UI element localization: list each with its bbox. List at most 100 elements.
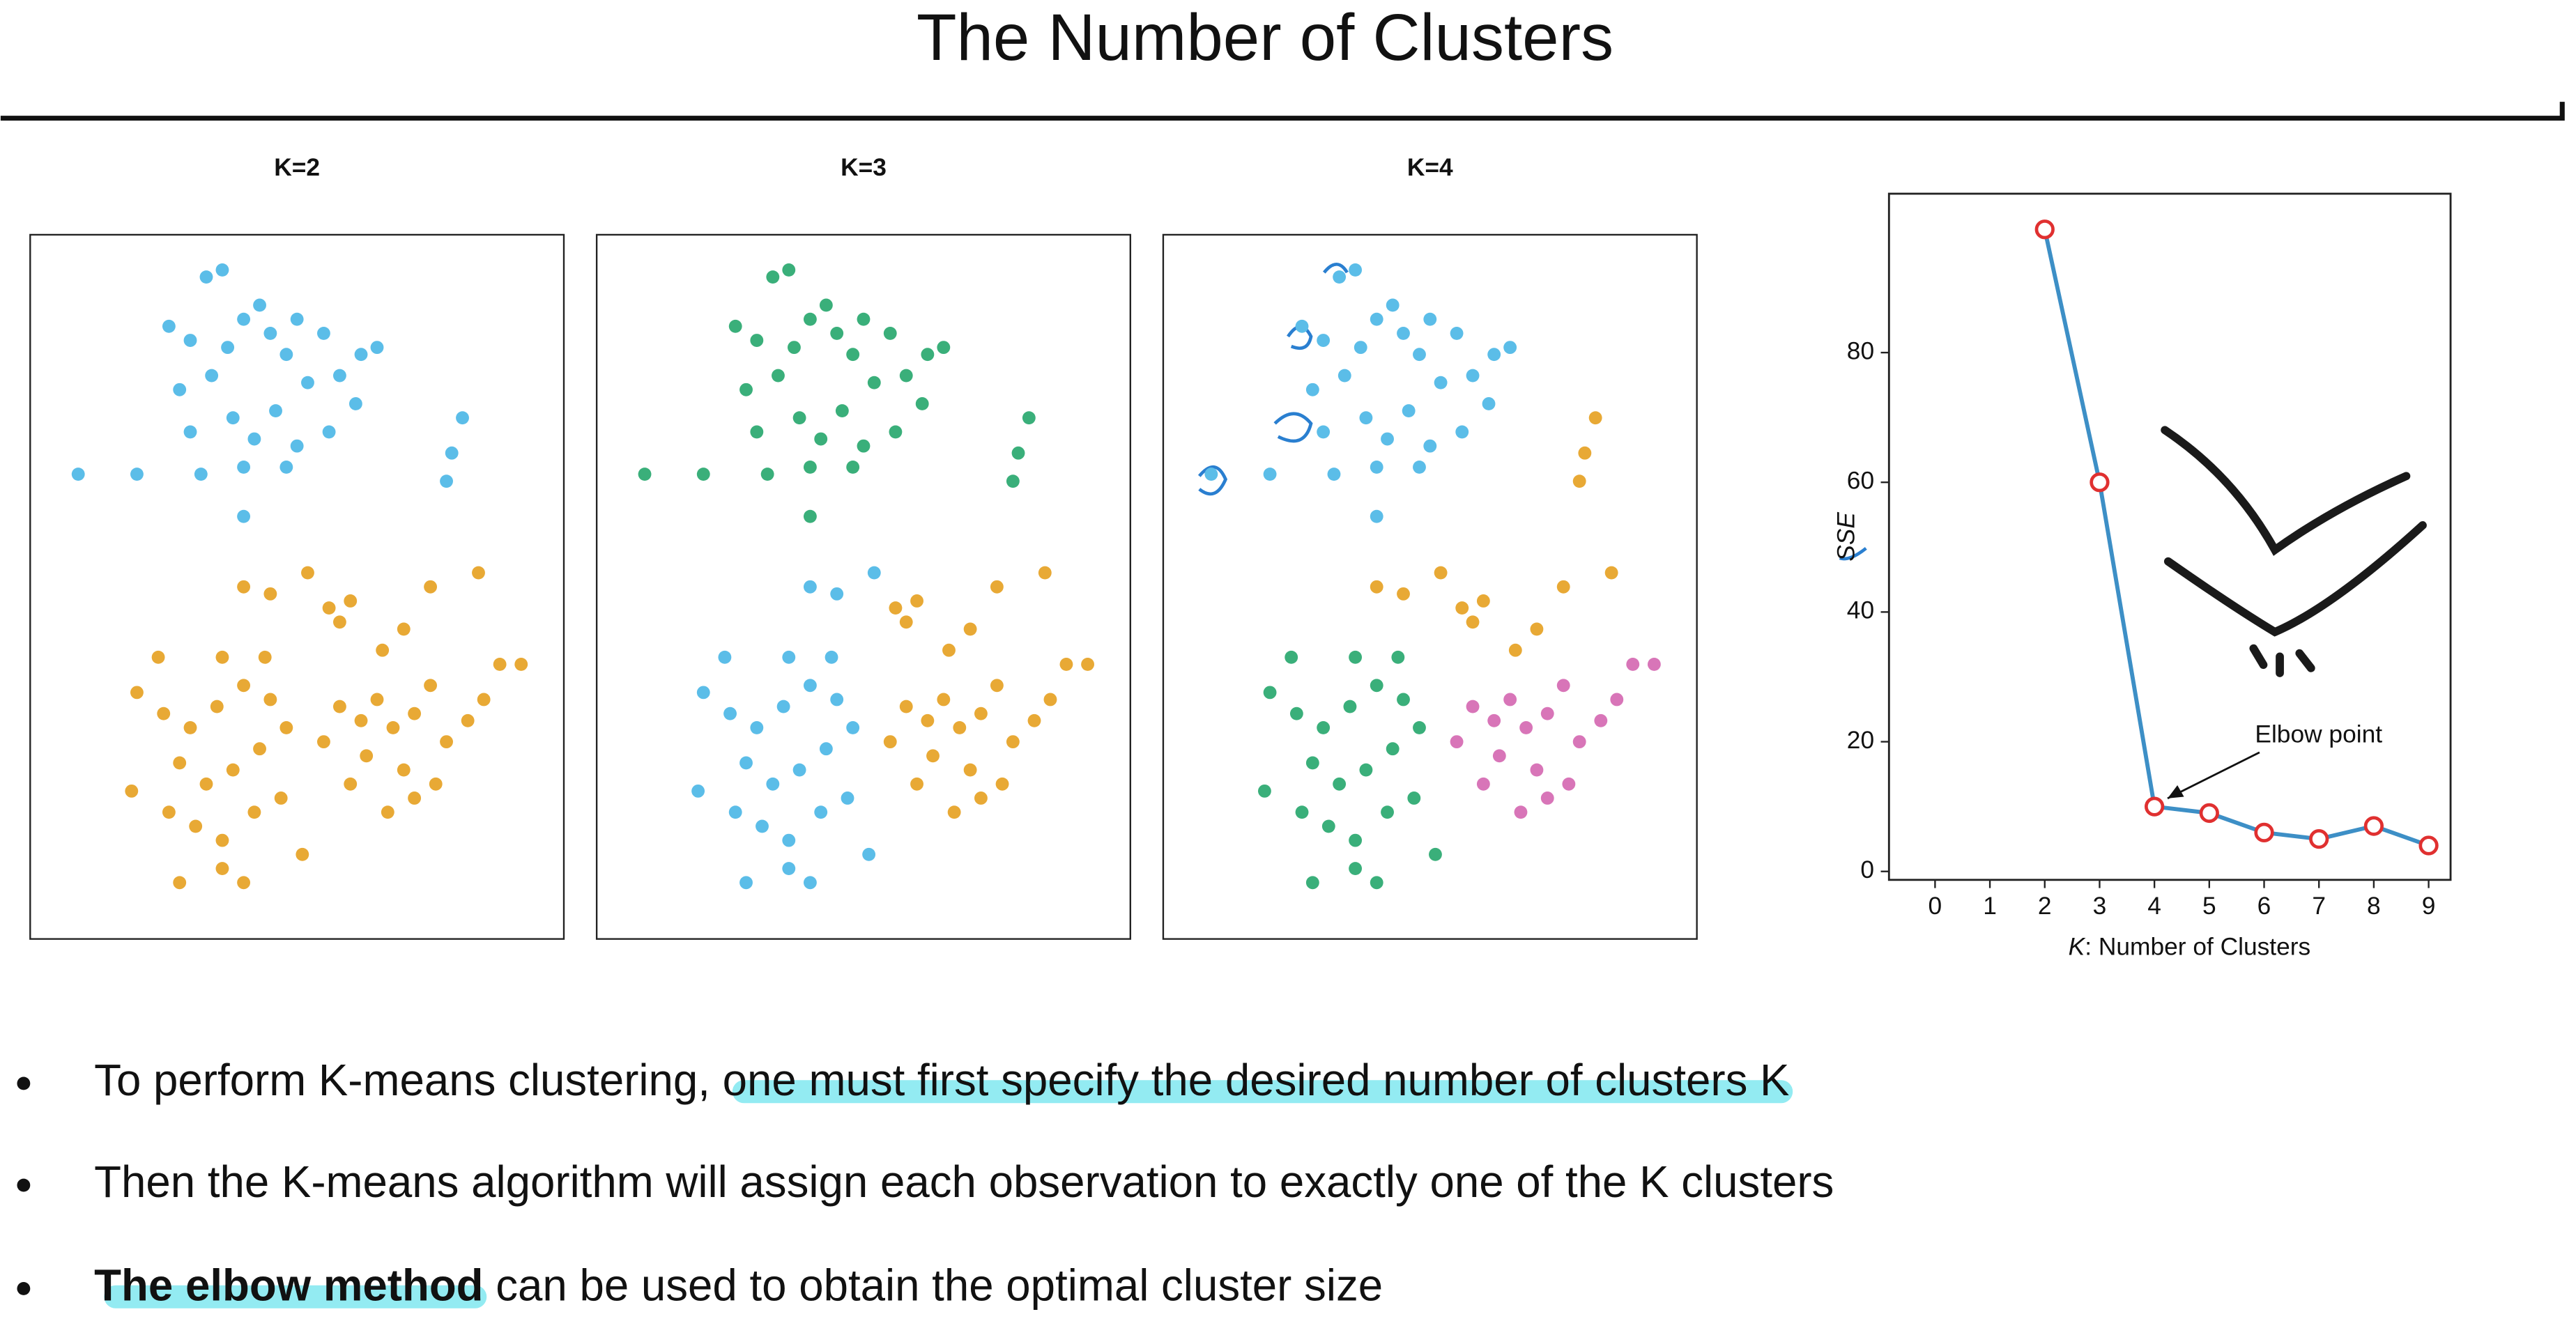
- scatter-point: [1503, 341, 1517, 355]
- x-tick-label: 2: [2038, 893, 2052, 920]
- text-highlight: [104, 1285, 487, 1308]
- sse-marker: [2254, 822, 2274, 842]
- y-tick-label: 20: [1847, 727, 1874, 754]
- scatter-point: [1022, 411, 1036, 425]
- scatter-point: [846, 720, 860, 734]
- scatter-point: [397, 622, 411, 636]
- scatter-point: [221, 341, 235, 355]
- scatter-point: [1354, 341, 1367, 355]
- scatter-point: [889, 601, 903, 615]
- scatter-point: [718, 650, 732, 664]
- scatter-point: [1572, 735, 1586, 749]
- scatter-point: [344, 777, 358, 791]
- scatter-point: [183, 720, 197, 734]
- scatter-point: [301, 566, 314, 580]
- x-tick-label: 8: [2367, 893, 2381, 920]
- scatter-point: [889, 425, 903, 439]
- scatter-point: [1455, 425, 1469, 439]
- scatter-point: [370, 693, 384, 707]
- scatter-point: [408, 792, 422, 805]
- scatter-point: [921, 713, 935, 727]
- scatter-point: [157, 707, 171, 720]
- scatter-point: [1610, 693, 1624, 707]
- scatter-point: [867, 376, 881, 389]
- scatter-point: [830, 587, 844, 601]
- scatter-point: [215, 862, 229, 875]
- scatter-point: [728, 319, 742, 333]
- scatter-point: [237, 679, 251, 693]
- scatter-point: [1289, 707, 1303, 720]
- scatter-point: [638, 468, 652, 481]
- scatter-point: [1434, 376, 1448, 389]
- scatter-point: [258, 650, 272, 664]
- scatter-point: [974, 707, 988, 720]
- x-tick-label: 9: [2422, 893, 2436, 920]
- scatter-point: [803, 876, 817, 890]
- scatter-point: [803, 679, 817, 693]
- scatter-point: [1370, 580, 1383, 594]
- title-rule: [0, 102, 2565, 121]
- scatter-point: [1487, 348, 1501, 362]
- plot-frame: [595, 233, 1132, 940]
- scatter-point: [348, 397, 362, 410]
- scatter-point: [788, 341, 801, 355]
- scatter-point: [1397, 326, 1410, 340]
- scatter-point: [263, 693, 277, 707]
- scatter-point: [322, 425, 336, 439]
- scatter-point: [1386, 742, 1400, 756]
- panel-title: K=2: [274, 154, 320, 181]
- scatter-point: [750, 720, 764, 734]
- sse-marker: [2309, 829, 2329, 849]
- scatter-point: [1556, 679, 1570, 693]
- scatter-point: [1305, 383, 1319, 396]
- scatter-point: [830, 693, 844, 707]
- bullet-segment: To perform K-means clustering,: [94, 1056, 722, 1105]
- hand-sketch: [2161, 426, 2427, 677]
- scatter-point: [1450, 735, 1464, 749]
- scatter-point: [162, 805, 176, 819]
- scatter-point: [1588, 411, 1602, 425]
- scatter-point: [1349, 833, 1363, 847]
- bullet-list: To perform K-means clustering, one must …: [17, 1056, 1834, 1310]
- scatter-point: [269, 404, 282, 418]
- scatter-point: [151, 650, 165, 664]
- scatter-point: [1043, 693, 1057, 707]
- scatter-point: [776, 700, 790, 713]
- y-axis-label: SSE: [1833, 512, 1860, 562]
- scatter-point: [1413, 348, 1426, 362]
- scatter-point: [1578, 446, 1592, 460]
- scatter-point: [803, 580, 817, 594]
- scatter-point: [354, 713, 368, 727]
- y-tick-label: 60: [1847, 468, 1874, 495]
- scatter-point: [226, 411, 240, 425]
- scatter-point: [253, 298, 266, 312]
- scatter-point: [937, 693, 951, 707]
- scatter-point: [1503, 693, 1517, 707]
- scatter-point: [215, 650, 229, 664]
- scatter-point: [1321, 819, 1335, 833]
- scatter-point: [1038, 566, 1052, 580]
- x-tick-label: 1: [1983, 893, 1997, 920]
- scatter-point: [1455, 601, 1469, 615]
- scatter-point: [1370, 312, 1383, 326]
- scatter-point: [1487, 713, 1501, 727]
- sse-marker: [2145, 796, 2165, 817]
- scatter-point: [1594, 713, 1608, 727]
- scatter-point: [424, 679, 438, 693]
- sse-marker: [2199, 803, 2219, 824]
- scatter-point: [782, 862, 796, 875]
- scatter-point: [990, 580, 1004, 594]
- scatter-point: [862, 847, 876, 861]
- scatter-point: [1476, 594, 1490, 608]
- bullet-segment: Then the K-means algorithm will assign e…: [94, 1157, 1834, 1207]
- scatter-point: [1540, 707, 1554, 720]
- scatter-point: [493, 658, 507, 671]
- scatter-point: [162, 319, 176, 333]
- x-axis-label-k: K: [2069, 934, 2086, 961]
- bullet-text: Then the K-means algorithm will assign e…: [94, 1157, 1834, 1207]
- scatter-point: [130, 686, 144, 700]
- scatter-point: [1466, 369, 1480, 383]
- scatter-point: [910, 594, 923, 608]
- scatter-point: [974, 792, 988, 805]
- scatter-point: [210, 700, 224, 713]
